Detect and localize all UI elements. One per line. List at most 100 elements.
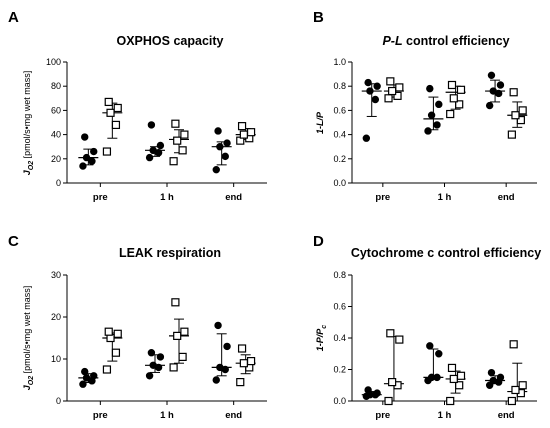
data-point [424, 127, 432, 135]
y-tick-label: 20 [51, 154, 61, 164]
data-point [384, 94, 393, 103]
panel-title: P-L control efficiency [382, 34, 509, 48]
data-point [214, 321, 222, 330]
y-tick-label: 10 [51, 354, 61, 364]
y-axis-label: 1-P/Pc [315, 325, 328, 352]
data-point [169, 363, 178, 372]
x-category-label: pre [93, 192, 108, 203]
data-point [145, 372, 154, 380]
data-point [113, 329, 122, 338]
y-tick-label: 0.8 [333, 81, 346, 91]
data-point [90, 147, 98, 156]
data-point [81, 367, 89, 376]
data-point [395, 335, 404, 344]
x-category-label: 1 h [160, 192, 174, 203]
panel-c: C LEAK respiration 0 10 20 30 pre 1 h end JO2 [pm… [8, 233, 267, 421]
data-point [104, 97, 113, 107]
data-point [173, 331, 182, 340]
data-point [386, 77, 395, 86]
data-point [178, 146, 187, 155]
x-category-label: pre [375, 410, 390, 421]
y-tick-label: 0.4 [333, 333, 346, 343]
x-category-label: end [225, 192, 242, 203]
data-point [386, 329, 395, 338]
y-tick-label: 0 [56, 178, 61, 188]
data-point [79, 162, 87, 170]
y-tick-label: 100 [46, 57, 61, 67]
data-point [511, 111, 520, 120]
data-point [449, 94, 458, 103]
series-filled [78, 121, 232, 174]
data-point [507, 130, 516, 139]
data-point [145, 153, 154, 162]
data-point [90, 372, 98, 380]
data-point [173, 136, 182, 145]
panel-letter: A [8, 9, 19, 26]
data-point [178, 352, 187, 361]
series-filled [78, 321, 232, 388]
data-point [82, 374, 91, 382]
data-point [180, 130, 189, 139]
data-point [216, 363, 224, 372]
y-tick-label: 0.2 [333, 365, 346, 375]
x-category-label: 1 h [438, 410, 452, 421]
data-point [156, 141, 165, 150]
data-point [485, 101, 494, 110]
data-point [496, 373, 505, 382]
y-tick-label: 40 [51, 130, 61, 140]
data-point [426, 84, 434, 93]
data-point [388, 378, 397, 387]
data-point [395, 83, 404, 92]
panel-a: A OXPHOS capacity 0 20 40 60 80 100 pre 1 h end JO2… [8, 9, 267, 203]
y-tick-label: 20 [51, 312, 61, 322]
y-tick-label: 30 [51, 270, 61, 280]
y-tick-label: 0.0 [333, 396, 346, 406]
y-tick-label: 0.4 [333, 130, 346, 140]
x-category-label: 1 h [438, 192, 452, 203]
data-point [447, 80, 457, 90]
data-point [239, 359, 248, 368]
data-point [393, 91, 402, 100]
data-point [147, 121, 156, 129]
panel-title: OXPHOS capacity [117, 34, 224, 48]
x-category-label: pre [375, 192, 390, 203]
data-point [447, 363, 457, 373]
data-point [79, 380, 87, 388]
data-point [171, 298, 180, 307]
data-point [373, 82, 381, 90]
data-point [507, 396, 516, 406]
y-tick-label: 1.0 [333, 57, 346, 67]
x-category-label: pre [93, 410, 108, 421]
data-point [106, 108, 115, 117]
y-axis-label: 1-L/P [315, 111, 325, 134]
data-point [388, 86, 397, 96]
x-category-label: end [498, 410, 515, 421]
data-point [456, 371, 466, 380]
data-point [426, 342, 434, 350]
data-point [149, 146, 157, 155]
data-point [246, 128, 256, 137]
x-category-label: 1 h [160, 410, 174, 421]
y-tick-label: 0.6 [333, 105, 346, 115]
panel-letter: C [8, 233, 19, 250]
data-point [216, 143, 224, 151]
data-point [427, 111, 436, 119]
data-point [212, 376, 220, 384]
series-open [102, 298, 256, 387]
data-point [239, 130, 248, 139]
data-point [236, 378, 245, 387]
data-point [81, 133, 89, 141]
y-axis-label: JO2 [pmol/s•mg wet mass] [22, 286, 35, 391]
data-point [214, 127, 222, 135]
data-point [509, 88, 518, 97]
panel-title: Cytochrome c control efficiency [351, 246, 541, 260]
panel-letter: B [313, 9, 324, 26]
data-point [446, 109, 455, 119]
y-tick-label: 0.6 [333, 302, 346, 312]
panel-letter: D [313, 233, 324, 250]
data-point [489, 376, 497, 385]
data-point [516, 115, 525, 125]
series-open [102, 97, 256, 166]
data-point [102, 365, 112, 374]
